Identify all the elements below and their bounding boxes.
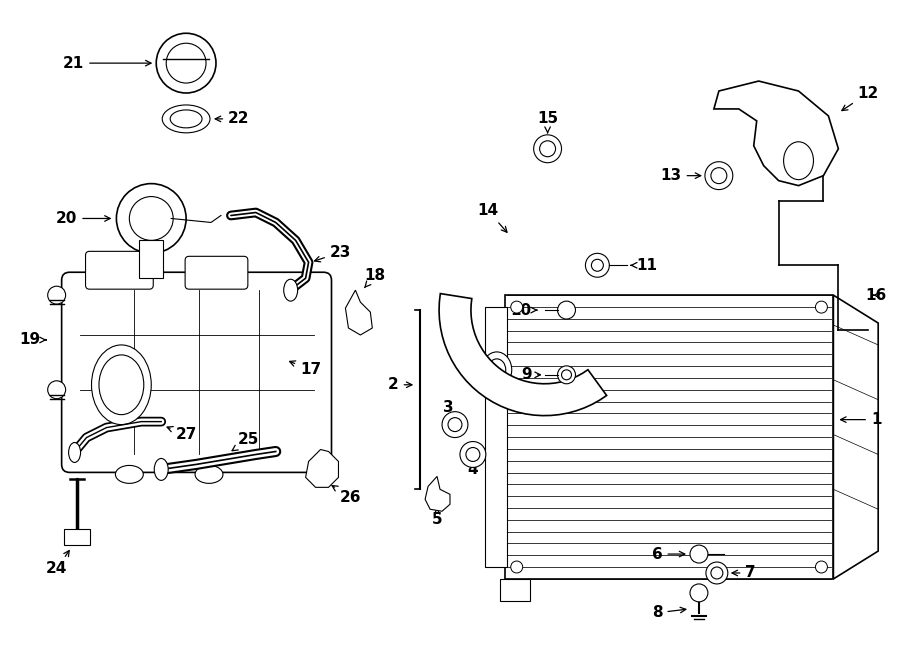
- Bar: [64, 529, 89, 545]
- FancyBboxPatch shape: [61, 272, 331, 473]
- Text: 11: 11: [631, 258, 658, 273]
- Circle shape: [466, 448, 480, 461]
- Text: 20: 20: [56, 211, 110, 226]
- Ellipse shape: [162, 105, 210, 133]
- Text: 16: 16: [866, 288, 886, 303]
- Polygon shape: [425, 477, 450, 511]
- Text: 17: 17: [290, 361, 321, 377]
- Text: 7: 7: [732, 565, 756, 581]
- Polygon shape: [714, 81, 839, 185]
- Circle shape: [591, 260, 603, 271]
- Text: 5: 5: [432, 508, 443, 527]
- Circle shape: [460, 442, 486, 467]
- Circle shape: [711, 567, 723, 579]
- Circle shape: [711, 167, 727, 183]
- Circle shape: [585, 254, 609, 277]
- Polygon shape: [306, 449, 338, 487]
- FancyBboxPatch shape: [185, 256, 248, 289]
- Ellipse shape: [195, 465, 223, 483]
- Text: 1: 1: [841, 412, 881, 427]
- Circle shape: [48, 286, 66, 304]
- Circle shape: [705, 162, 733, 189]
- Text: 6: 6: [652, 547, 685, 561]
- Circle shape: [690, 545, 708, 563]
- Text: 19: 19: [19, 332, 46, 348]
- Text: 14: 14: [477, 203, 507, 232]
- Text: 2: 2: [388, 377, 412, 393]
- Text: 9: 9: [521, 367, 540, 383]
- Ellipse shape: [170, 110, 202, 128]
- Text: 12: 12: [842, 85, 879, 111]
- Circle shape: [116, 183, 186, 254]
- Text: 25: 25: [232, 432, 259, 451]
- Circle shape: [48, 381, 66, 399]
- Ellipse shape: [99, 355, 144, 414]
- Text: 8: 8: [652, 605, 686, 620]
- FancyBboxPatch shape: [86, 252, 153, 289]
- Polygon shape: [346, 290, 373, 335]
- Ellipse shape: [154, 459, 168, 481]
- Polygon shape: [833, 295, 878, 579]
- Circle shape: [448, 418, 462, 432]
- Bar: [505, 295, 833, 579]
- Ellipse shape: [482, 352, 512, 388]
- Circle shape: [166, 43, 206, 83]
- Text: 13: 13: [661, 168, 701, 183]
- Text: 24: 24: [46, 551, 69, 577]
- Circle shape: [442, 412, 468, 438]
- Circle shape: [562, 370, 572, 380]
- Ellipse shape: [284, 279, 298, 301]
- Bar: [140, 240, 163, 278]
- Circle shape: [815, 561, 827, 573]
- Text: 18: 18: [364, 267, 386, 288]
- Circle shape: [510, 301, 523, 313]
- Ellipse shape: [92, 345, 151, 424]
- Circle shape: [510, 561, 523, 573]
- Text: 27: 27: [167, 426, 197, 442]
- Text: 10: 10: [510, 303, 537, 318]
- Circle shape: [157, 33, 216, 93]
- Circle shape: [130, 197, 173, 240]
- Text: 3: 3: [443, 400, 454, 418]
- Text: 26: 26: [332, 486, 361, 505]
- Circle shape: [557, 366, 575, 384]
- Ellipse shape: [68, 442, 81, 463]
- Ellipse shape: [488, 359, 506, 381]
- Text: 21: 21: [63, 56, 151, 71]
- Circle shape: [534, 135, 562, 163]
- Circle shape: [815, 301, 827, 313]
- Text: 4: 4: [468, 462, 478, 477]
- Bar: [485, 307, 507, 567]
- Text: 22: 22: [215, 111, 249, 126]
- Circle shape: [690, 584, 708, 602]
- Ellipse shape: [115, 465, 143, 483]
- Circle shape: [540, 141, 555, 157]
- Text: 15: 15: [537, 111, 558, 132]
- Text: 23: 23: [314, 245, 351, 262]
- Bar: [500, 579, 530, 601]
- Polygon shape: [439, 293, 607, 416]
- Circle shape: [706, 562, 728, 584]
- Circle shape: [557, 301, 575, 319]
